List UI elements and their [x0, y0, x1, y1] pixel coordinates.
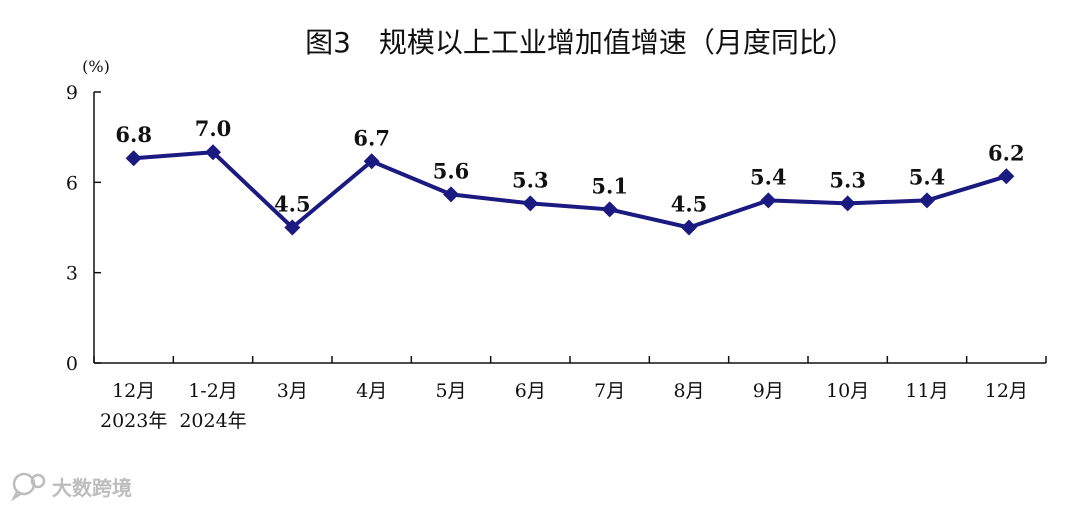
- x-tick-sublabel: 2024年: [179, 410, 246, 432]
- data-point-marker: [443, 186, 459, 203]
- y-tick-label: 3: [66, 263, 78, 285]
- x-tick-label: 3月: [277, 380, 308, 402]
- data-label: 4.5: [274, 192, 311, 217]
- x-tick-sublabel: 2023年: [100, 410, 167, 432]
- data-point-marker: [919, 192, 935, 209]
- data-label: 6.7: [353, 125, 390, 150]
- data-label: 6.2: [988, 140, 1025, 165]
- data-point-marker: [839, 195, 856, 212]
- y-tick-label: 0: [66, 353, 78, 375]
- data-point-marker: [601, 201, 618, 218]
- data-point-marker: [125, 150, 142, 167]
- series-line: [133, 150, 1007, 230]
- data-point-marker: [998, 168, 1015, 185]
- data-point-marker: [205, 144, 221, 161]
- data-points: [125, 144, 1015, 236]
- y-tick-label: 6: [66, 172, 78, 194]
- data-label: 4.5: [671, 192, 708, 217]
- data-label: 5.3: [829, 167, 866, 192]
- data-point-marker: [522, 195, 539, 212]
- y-axis-unit: (%): [82, 57, 110, 76]
- watermark: 大数跨境: [10, 472, 132, 502]
- x-axis-ticks: 12月 2023年 1-2月 2024年 3月 4月 5月 6月 7月 8月 9月 10月 11月 12月: [93, 356, 1047, 432]
- series-line-group: [133, 150, 1007, 230]
- x-tick-label: 10月: [826, 380, 869, 402]
- x-tick-label: 7月: [594, 380, 625, 402]
- y-tick-label: 9: [66, 82, 78, 104]
- data-label: 6.8: [115, 122, 152, 147]
- data-label: 7.0: [195, 116, 232, 141]
- data-point-marker: [363, 153, 380, 170]
- data-label: 5.3: [512, 167, 549, 192]
- data-label: 5.6: [433, 158, 470, 183]
- data-labels: 6.8 7.0 4.5 6.7 5.6 5.3 5.1 4.5 5.4 5.3 5.4 6.2: [115, 116, 1024, 216]
- chart-title: 图3 规模以上工业增加值增速（月度同比）: [305, 26, 855, 59]
- chat-bubble-icon: [10, 472, 46, 502]
- data-label: 5.1: [591, 173, 628, 198]
- data-point-marker: [284, 219, 301, 236]
- x-tick-label: 9月: [753, 380, 784, 402]
- x-tick-label: 12月: [985, 380, 1028, 402]
- data-label: 5.4: [750, 164, 787, 189]
- watermark-text: 大数跨境: [52, 476, 132, 500]
- data-label: 5.4: [909, 164, 946, 189]
- x-tick-label: 12月: [112, 380, 155, 402]
- data-point-marker: [681, 219, 697, 236]
- x-tick-label: 1-2月: [188, 380, 238, 402]
- x-tick-label: 6月: [515, 380, 546, 402]
- x-tick-label: 5月: [435, 380, 466, 402]
- data-point-marker: [760, 192, 777, 209]
- y-axis-ticks: 0 3 6 9: [66, 82, 101, 375]
- x-tick-label: 8月: [673, 380, 704, 402]
- x-tick-label: 11月: [905, 380, 948, 402]
- x-tick-label: 4月: [356, 380, 387, 402]
